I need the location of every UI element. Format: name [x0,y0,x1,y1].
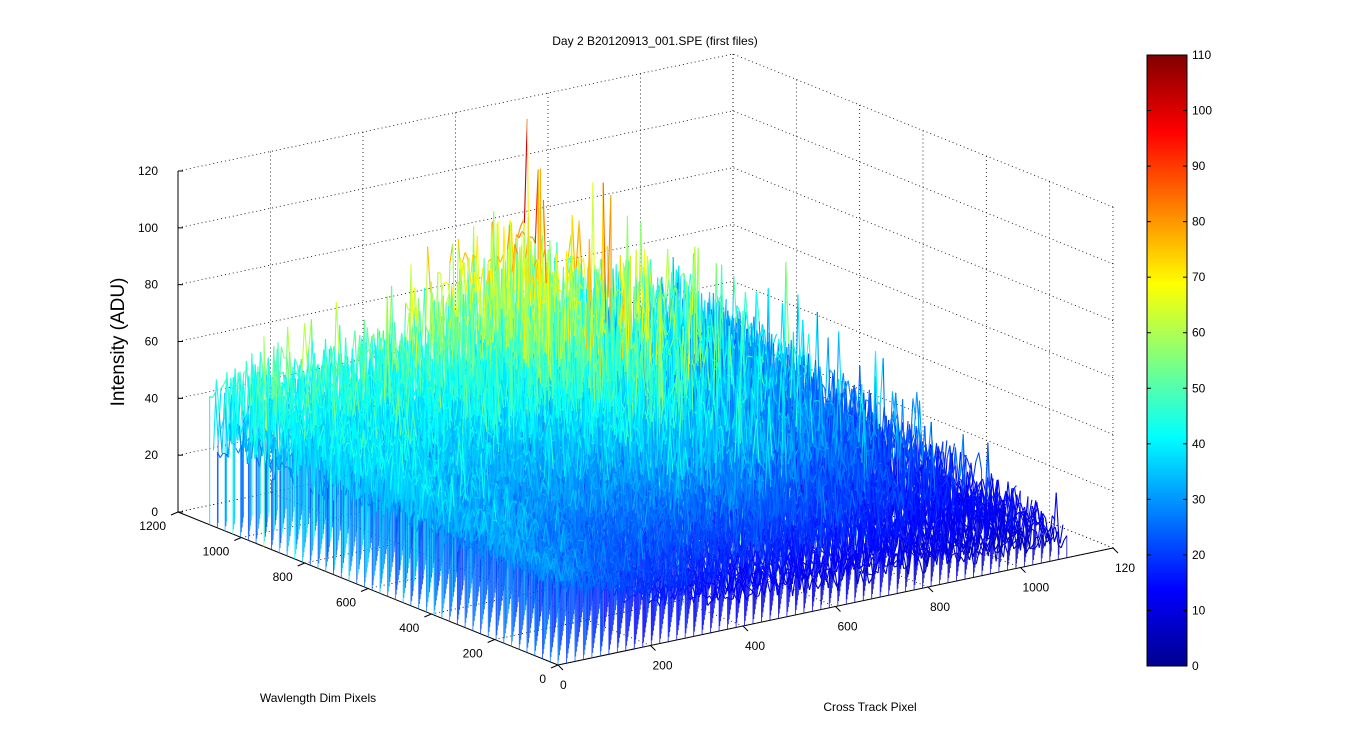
surface-segment [301,323,306,375]
surface-segment [221,392,226,453]
surface-segment [523,119,528,223]
surface-segment [464,252,469,260]
surface-segment [218,412,223,453]
surface-segment [308,319,312,351]
surface-segment [444,281,449,285]
grid-line [732,280,1114,435]
grid-line [732,337,1114,492]
surface-segment [680,272,685,277]
surface-segment [335,301,340,354]
surface-segment [266,377,271,393]
surface-segment [465,257,470,293]
surface-segment [683,273,688,286]
surface-segment [220,417,225,429]
surface-segment [461,252,466,263]
grid-line [732,224,1114,378]
grid-line [732,167,1114,322]
surface-segment [371,335,376,344]
surface-segment [219,452,224,458]
grid-line [177,110,734,229]
surface-segment [223,372,228,418]
surface-segment [427,246,431,293]
surface-segment [428,387,432,390]
surface-segment [368,339,373,361]
surface-segment [209,395,213,399]
surface-segment [437,272,441,274]
surface-segment [215,379,220,413]
surface-segment [212,379,217,451]
surface-segment [356,335,361,365]
surface-segment [405,312,410,343]
surface-segment [220,384,225,389]
grid-line [177,53,734,172]
surface-segment [442,281,446,286]
surface-segment [469,254,474,285]
surface-segment [445,293,450,303]
surface-segment [328,347,333,374]
surface-segment [674,287,678,290]
surface-segment [295,371,300,378]
surface-segment [472,254,477,258]
surface-segment [224,408,229,441]
grid-line [732,53,1114,208]
surface-segment [292,366,297,373]
surface-segment [773,333,778,344]
surface-segment [227,378,232,441]
surface-segment [484,358,488,361]
surface-segment [294,358,299,367]
surface-segment [377,328,382,351]
grid-line [732,110,1114,265]
grid-line [177,167,734,286]
surface-segment [366,327,371,358]
surface-segment [517,226,522,237]
surface-segment [280,346,285,359]
surface-segment [235,447,239,454]
surface-segment [304,323,308,367]
surface-segment [733,276,738,323]
surface-segment [455,281,460,319]
surface-segment [405,302,410,311]
surface-segment [380,330,384,351]
surface-segment [264,357,269,380]
surface-segment [216,451,221,458]
surface-segment [506,220,511,249]
surface-segment [394,322,399,375]
grid-line [177,280,734,399]
surface-segment [329,388,333,391]
grid-line [431,496,987,615]
surface-segment [421,287,426,347]
surface-plot [209,119,1068,665]
